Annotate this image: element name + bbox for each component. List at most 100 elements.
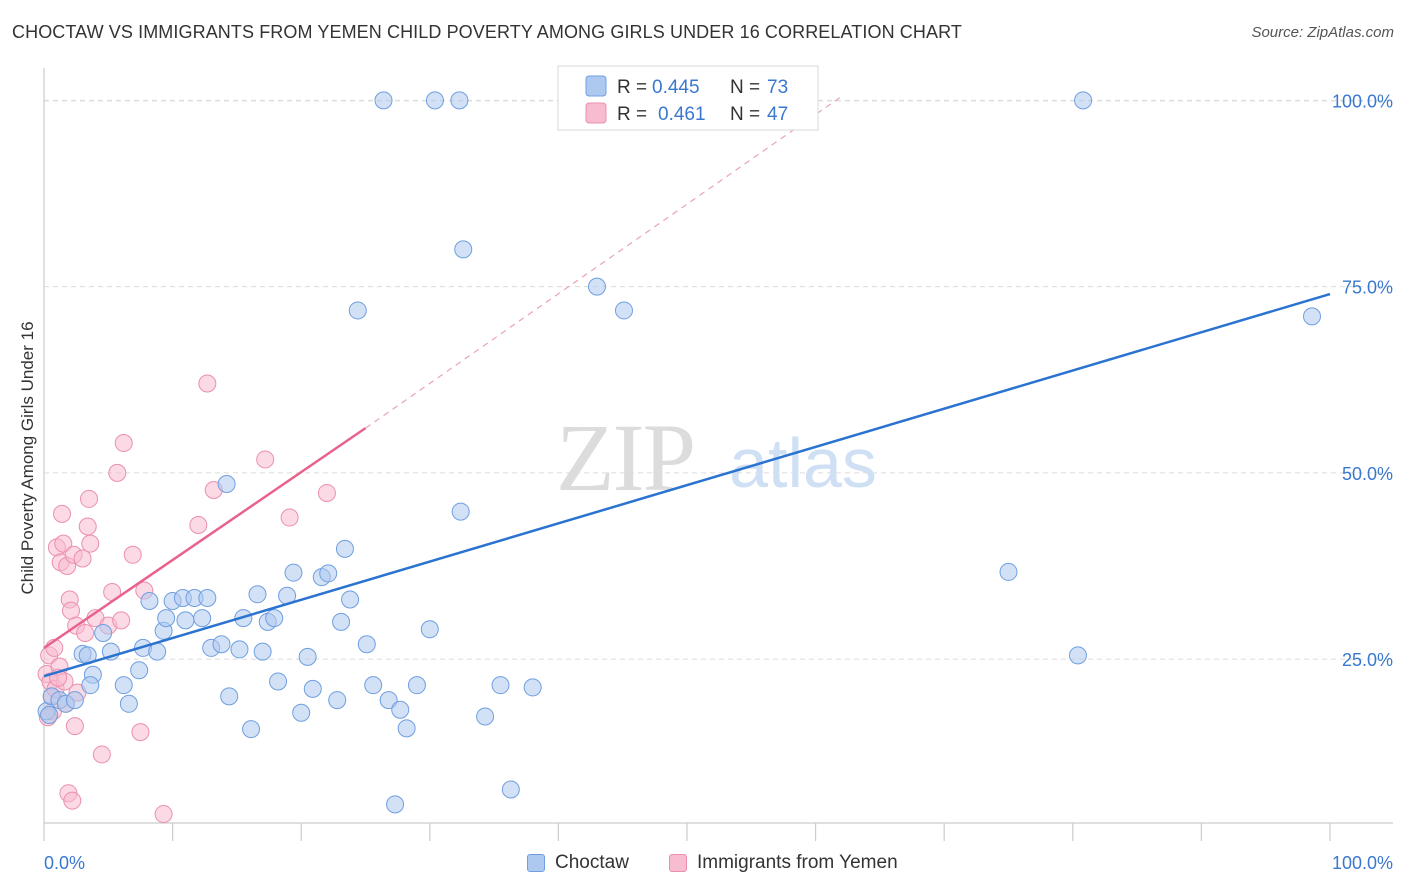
legend-n-label-yemen: N = (730, 104, 760, 125)
watermark: ZIP atlas (556, 404, 877, 511)
choctaw-point-63 (501, 780, 520, 799)
yemen-point-28 (92, 745, 111, 764)
choctaw-point-43 (319, 564, 338, 583)
legend-item-yemen: Immigrants from Yemen (669, 852, 898, 874)
tick-labels: 25.0% 50.0% 75.0% 100.0% 0.0% 100.0% (44, 91, 1393, 873)
source-label: Source: ZipAtlas.com (1251, 24, 1394, 41)
choctaw-point-40 (298, 647, 317, 666)
choctaw-point-53 (391, 700, 410, 719)
choctaw-point-46 (335, 539, 354, 558)
legend-r-value-yemen: 0.461 (658, 104, 706, 125)
choctaw-point-36 (269, 672, 288, 691)
legend-n-label-choctaw: N = (730, 77, 760, 98)
choctaw-point-71 (374, 91, 393, 110)
y-tick-label-25: 25.0% (1342, 650, 1393, 670)
choctaw-point-62 (491, 676, 510, 695)
yemen-point-35 (131, 723, 150, 742)
choctaw-point-57 (425, 91, 444, 110)
yemen-point-42 (280, 508, 299, 527)
yemen-point-20 (65, 717, 84, 736)
legend-n-value-yemen: 47 (767, 104, 788, 125)
choctaw-point-35 (265, 609, 284, 628)
choctaw-point-4 (65, 691, 84, 710)
chart-title: CHOCTAW VS IMMIGRANTS FROM YEMEN CHILD P… (12, 22, 962, 42)
legend-bottom: Choctaw Immigrants from Yemen (0, 852, 1406, 878)
choctaw-point-61 (476, 707, 495, 726)
legend-bottom-label-yemen: Immigrants from Yemen (697, 852, 898, 873)
choctaw-point-45 (332, 612, 351, 631)
yemen-point-25 (80, 489, 99, 508)
choctaw-point-44 (328, 691, 347, 710)
choctaw-point-8 (94, 624, 113, 643)
choctaw-point-13 (130, 661, 149, 680)
choctaw-point-64 (523, 678, 542, 697)
yemen-point-31 (108, 463, 127, 482)
choctaw-point-12 (119, 694, 138, 713)
legend-bottom-swatch-choctaw (527, 854, 545, 872)
choctaw-point-26 (212, 635, 231, 654)
yemen-point-18 (63, 791, 82, 810)
choctaw-point-58 (450, 91, 469, 110)
choctaw-point-24 (198, 589, 217, 608)
trend-line-yemen (43, 427, 367, 649)
legend-bottom-swatch-yemen (669, 854, 687, 872)
yemen-point-26 (81, 534, 100, 553)
choctaw-point-23 (193, 609, 212, 628)
trend-lines (43, 96, 1331, 678)
yemen-point-32 (112, 611, 131, 630)
choctaw-point-49 (357, 635, 376, 654)
choctaw-point-55 (407, 676, 426, 695)
choctaw-point-68 (1068, 646, 1087, 665)
yemen-point-10 (53, 504, 72, 523)
choctaw-point-50 (364, 676, 383, 695)
choctaw-point-67 (999, 562, 1018, 581)
yemen-point-11 (54, 534, 73, 553)
x-tick-label-max: 100.0% (1332, 853, 1393, 873)
choctaw-point-56 (420, 620, 439, 639)
choctaw-point-21 (176, 611, 195, 630)
yemen-point-34 (123, 545, 142, 564)
choctaw-point-16 (148, 642, 167, 661)
choctaw-point-7 (81, 676, 100, 695)
yemen-point-41 (256, 450, 275, 469)
choctaw-point-51 (379, 691, 398, 710)
yemen-point-23 (76, 624, 95, 643)
yemen-point-22 (73, 549, 92, 568)
choctaw-point-15 (140, 591, 159, 610)
choctaw-point-31 (242, 720, 261, 739)
legend-swatch-yemen (585, 102, 607, 124)
choctaw-point-11 (114, 676, 133, 695)
choctaw-point-18 (157, 609, 176, 628)
legend-n-value-choctaw: 73 (767, 77, 788, 98)
yemen-point-43 (317, 483, 336, 502)
choctaw-point-48 (348, 301, 367, 320)
choctaw-point-28 (220, 687, 239, 706)
choctaw-point-33 (253, 642, 272, 661)
yemen-point-38 (189, 516, 208, 534)
choctaw-point-59 (451, 502, 470, 521)
choctaw-point-60 (454, 240, 473, 259)
legend-r-label-choctaw: R = (617, 77, 647, 98)
legend-swatch-choctaw (585, 75, 607, 97)
choctaw-point-41 (303, 679, 322, 698)
choctaw-point-70 (1302, 307, 1321, 326)
trend-line-yemen-extension (365, 96, 842, 429)
choctaw-point-54 (397, 719, 416, 738)
watermark-zip: ZIP (556, 404, 694, 511)
yemen-point-37 (154, 805, 173, 824)
y-tick-label-50: 50.0% (1342, 464, 1393, 484)
choctaw-point-29 (230, 640, 249, 659)
choctaw-point-66 (614, 301, 633, 320)
yemen-point-39 (198, 374, 217, 393)
choctaw-point-47 (341, 590, 360, 609)
choctaw-point-69 (1074, 91, 1093, 110)
choctaw-point-39 (292, 703, 311, 722)
choctaw-point-32 (248, 585, 267, 604)
series-choctaw-points (37, 91, 1321, 814)
legend-item-choctaw: Choctaw (527, 852, 629, 874)
yemen-point-24 (78, 517, 97, 536)
trend-line-choctaw (43, 292, 1331, 678)
legend-r-value-choctaw: 0.445 (652, 77, 700, 98)
legend-bottom-label-choctaw: Choctaw (555, 852, 629, 873)
